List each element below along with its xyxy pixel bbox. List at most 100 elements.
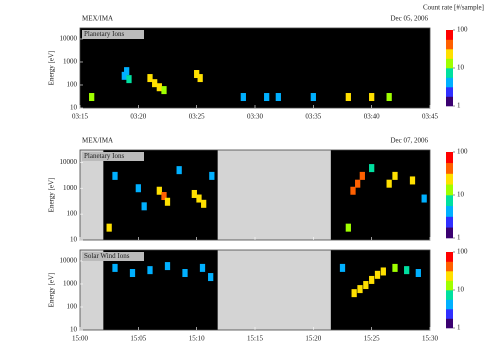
x-tick-label: 03:25 (189, 113, 205, 121)
plot-background (80, 28, 430, 108)
data-cell (191, 189, 197, 198)
colorbar-tick-label: 100 (457, 26, 468, 34)
data-cell (421, 194, 427, 203)
data-cell (208, 273, 214, 282)
x-tick-label: 15:05 (130, 335, 146, 343)
data-gap (80, 250, 104, 330)
colorbar-segment (446, 77, 453, 88)
colorbar-segment (446, 205, 453, 217)
data-cell (156, 186, 162, 195)
data-cell (404, 266, 410, 275)
data-cell (355, 179, 361, 188)
colorbar-segment (446, 39, 453, 50)
data-cell (369, 93, 375, 102)
data-cell (156, 83, 162, 92)
data-cell (392, 263, 398, 272)
y-tick-label: 10000 (60, 257, 78, 265)
panel-label: Planetary Ions (84, 30, 125, 38)
data-cell (182, 269, 188, 278)
data-cell (176, 166, 182, 175)
data-cell (409, 176, 416, 185)
panel-label-box (82, 152, 144, 161)
y-axis-label: Energy [eV] (48, 178, 56, 213)
panel-label-box (82, 30, 144, 39)
y-tick-label: 10000 (60, 158, 78, 166)
panel-label: Planetary Ions (84, 152, 125, 160)
data-cell (106, 223, 112, 232)
data-cell (415, 269, 421, 278)
y-axis-label: Energy [eV] (48, 273, 56, 308)
colorbar-tick-label: 100 (457, 148, 468, 156)
data-cell (196, 194, 202, 203)
y-tick-label: 10 (70, 104, 78, 112)
data-cell (209, 171, 215, 180)
data-cell (275, 93, 281, 102)
y-tick-label: 1000 (63, 280, 78, 288)
y-tick-label: 100 (67, 210, 78, 218)
x-tick-label: 15:15 (247, 335, 263, 343)
data-cell (161, 192, 167, 201)
data-cell (392, 171, 398, 180)
data-cell (339, 263, 346, 272)
colorbar-segment (446, 152, 453, 164)
data-cell (141, 202, 147, 211)
colorbar-segment (446, 162, 453, 174)
x-tick-label: 03:35 (305, 113, 321, 121)
data-cell (350, 186, 356, 195)
colorbar-segment (446, 318, 453, 329)
colorbar-segment (446, 309, 453, 319)
colorbar-segment (446, 252, 453, 262)
data-cell (359, 171, 365, 180)
data-cell (112, 263, 118, 272)
data-cell (363, 281, 369, 290)
data-gap (217, 150, 331, 240)
instrument-title: MEX/IMA (82, 15, 113, 23)
data-cell (124, 67, 130, 76)
data-cell (147, 74, 153, 83)
data-gap (80, 150, 104, 240)
colorbar-tick-label: 1 (457, 102, 461, 110)
colorbar-segment (446, 184, 453, 196)
colorbar-tick-label: 100 (457, 248, 468, 256)
date-label: Dec 05, 2006 (390, 15, 428, 23)
data-cell (345, 223, 351, 232)
y-tick-label: 1000 (63, 58, 78, 66)
y-tick-label: 1000 (63, 184, 78, 192)
x-tick-label: 15:00 (72, 335, 88, 343)
data-cell (199, 263, 206, 272)
instrument-title: MEX/IMA (82, 137, 113, 145)
colorbar-segment (446, 216, 453, 228)
colorbar-segment (446, 173, 453, 185)
y-axis-label: Energy [eV] (48, 51, 56, 86)
data-cell (161, 86, 167, 95)
y-tick-label: 100 (67, 303, 78, 311)
colorbar-segment (446, 227, 453, 239)
data-cell (147, 266, 153, 275)
date-label: Dec 07, 2006 (390, 137, 428, 145)
panel-label: Solar Wind Ions (84, 252, 130, 260)
data-cell (369, 275, 375, 284)
colorbar-segment (446, 271, 453, 281)
y-tick-label: 10 (70, 326, 78, 334)
data-gap (217, 250, 331, 330)
data-cell (357, 285, 363, 294)
data-cell (374, 270, 381, 279)
colorbar-tick-label: 10 (457, 191, 465, 199)
data-cell (201, 199, 207, 208)
colorbar-segment (446, 49, 453, 59)
colorbar-segment (446, 30, 453, 40)
data-cell (380, 267, 386, 276)
x-tick-label: 03:20 (130, 113, 146, 121)
x-tick-label: 03:45 (422, 113, 438, 121)
data-cell (264, 93, 270, 102)
colorbar-segment (446, 87, 453, 97)
colorbar-segment (446, 68, 453, 78)
x-tick-label: 15:20 (305, 335, 321, 343)
data-cell (112, 171, 118, 180)
x-tick-label: 15:10 (189, 335, 205, 343)
y-tick-label: 10 (70, 236, 78, 244)
colorbar-segment (446, 195, 453, 207)
y-tick-label: 100 (67, 81, 78, 89)
